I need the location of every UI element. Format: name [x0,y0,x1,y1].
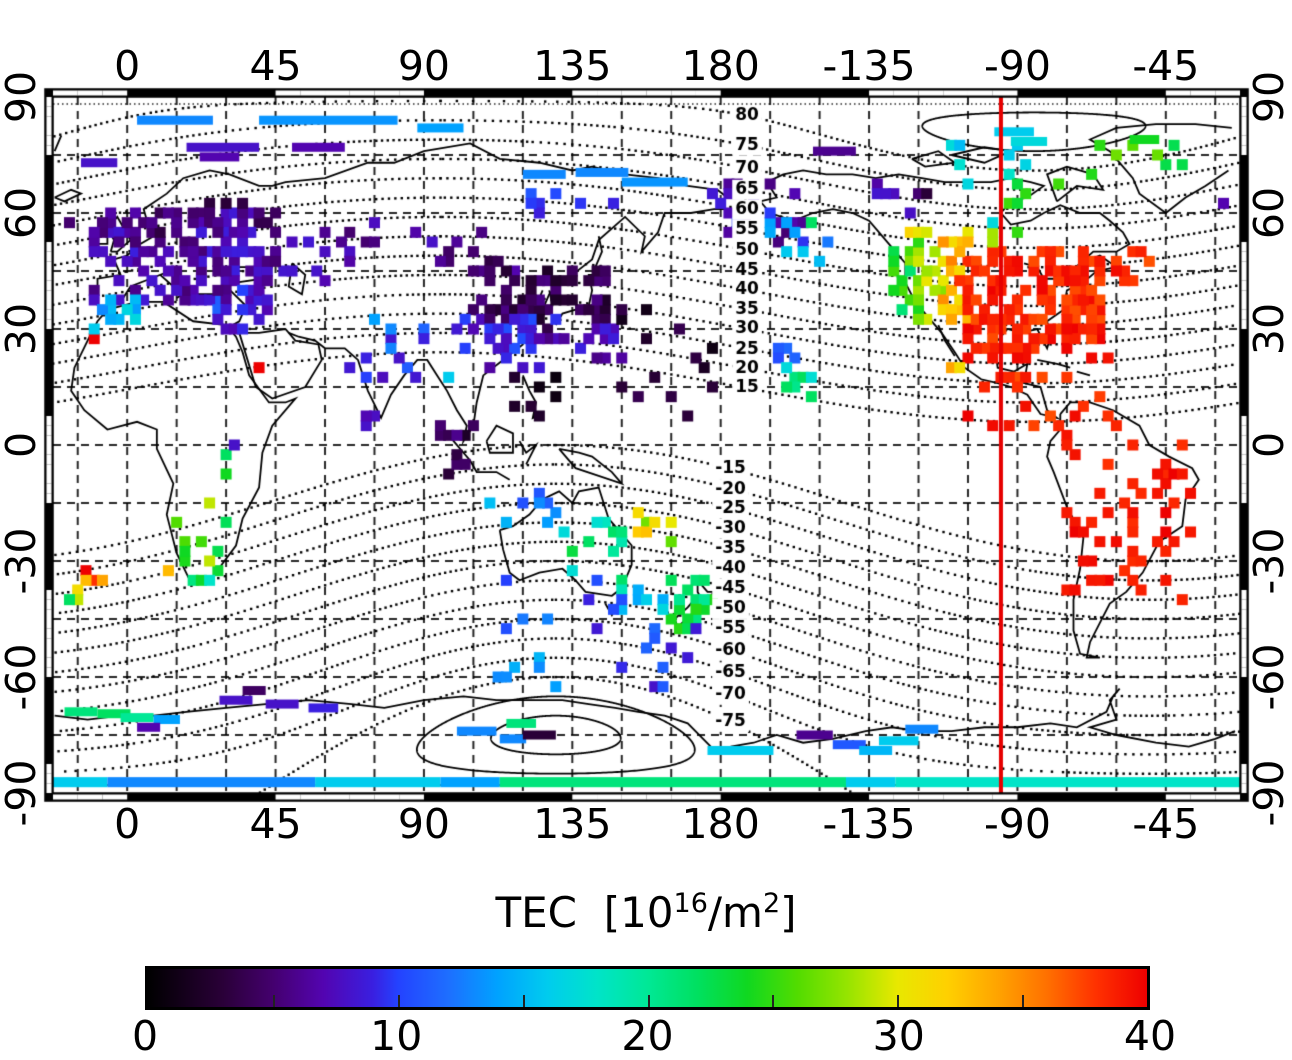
colorbar-exponent: 16 [673,888,708,919]
lat-tick-label: 0 [1245,431,1292,459]
lat-tick-label: 90 [0,70,45,124]
lat-tick-label: 30 [0,302,45,356]
lon-tick-label: 0 [114,42,141,90]
lat-tick-label: 0 [0,431,45,459]
lat-tick-label: -90 [0,759,45,827]
colorbar-unit-slash: /m [707,888,763,937]
colorbar-unit-close: ] [780,888,797,937]
lon-tick-label: -45 [1132,800,1200,848]
lon-tick-label: -90 [983,800,1051,848]
lon-tick-label: -45 [1132,42,1200,90]
lon-tick-label: 45 [249,42,302,90]
lon-tick-label: 0 [114,800,141,848]
colorbar-minor-tick [272,995,275,1007]
lat-tick-label: 60 [0,186,45,240]
colorbar-tick-label: 0 [131,1012,159,1060]
colorbar-tick-label: 20 [621,1012,674,1060]
colorbar-minor-tick [647,995,650,1007]
lat-tick-label: -30 [1245,527,1292,595]
lat-tick-label: -30 [0,527,45,595]
colorbar-tick-label: 10 [370,1012,423,1060]
colorbar-tick-label: 40 [1123,1012,1177,1060]
colorbar-unit-open: [10 [603,888,674,937]
colorbar-title-name: TEC [495,888,577,937]
lon-tick-label: 180 [681,42,760,90]
colorbar-title: TEC [1016/m2] [0,888,1292,937]
colorbar-minor-tick [897,995,900,1007]
lon-tick-label: -135 [822,42,916,90]
lat-tick-label: -60 [0,643,45,711]
colorbar-minor-tick [522,995,525,1007]
lat-tick-label: -90 [1245,759,1292,827]
lon-tick-label: 90 [397,800,451,848]
colorbar-exponent-2: 2 [762,888,781,919]
colorbar [145,966,1150,1010]
lon-tick-label: 45 [249,800,302,848]
lat-tick-label: -60 [1245,643,1292,711]
lat-tick-label: 60 [1245,186,1292,240]
colorbar-tick-label: 30 [872,1012,925,1060]
lat-tick-label: 30 [1245,302,1292,356]
lon-tick-label: -90 [983,42,1051,90]
lon-tick-label: 135 [533,800,612,848]
colorbar-minor-tick [772,995,775,1007]
lon-tick-label: -135 [822,800,916,848]
colorbar-minor-tick [397,995,400,1007]
lon-tick-label: 90 [397,42,451,90]
lon-tick-label: 135 [533,42,612,90]
lon-tick-label: 180 [681,800,760,848]
colorbar-minor-tick [1022,995,1025,1007]
lat-tick-label: 90 [1245,70,1292,124]
